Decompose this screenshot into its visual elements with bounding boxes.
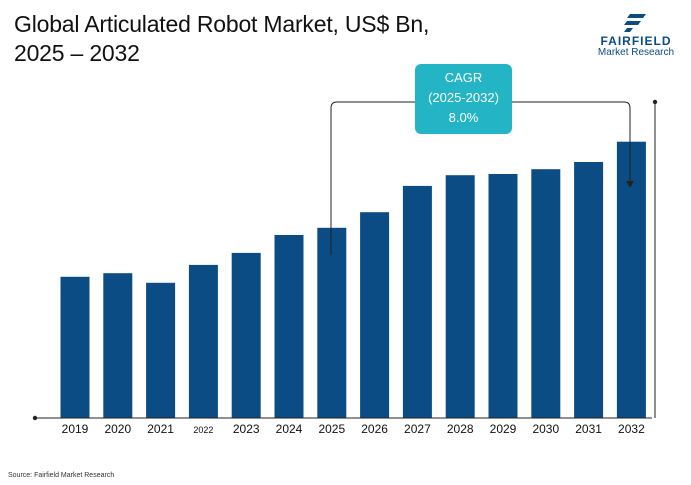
source-note: Source: Fairfield Market Research bbox=[8, 472, 115, 479]
bar-2032 bbox=[616, 141, 646, 418]
x-tick-label-2023: 2023 bbox=[233, 422, 260, 436]
bar-2025 bbox=[317, 227, 347, 418]
bar-2023 bbox=[231, 252, 261, 418]
x-axis-start-dot bbox=[32, 415, 38, 421]
x-tick-labels: 2019 2020 2021 2022 2023 2024 2025 2026 2027 2028… bbox=[62, 422, 645, 436]
cagr-arrow-head bbox=[626, 181, 634, 188]
cagr-bracket bbox=[330, 101, 631, 255]
bar-2022 bbox=[188, 264, 218, 418]
bar-2019 bbox=[60, 276, 90, 418]
cagr-period: (2025-2032) bbox=[428, 90, 499, 105]
x-tick-label-2022: 2022 bbox=[193, 425, 213, 435]
chart-title-line-2: 2025 – 2032 bbox=[14, 40, 140, 66]
x-tick-label-2024: 2024 bbox=[276, 422, 303, 436]
cagr-value: 8.0% bbox=[449, 110, 479, 125]
cagr-box bbox=[415, 64, 512, 134]
fairfield-logo: FAIRFIELD Market Research bbox=[588, 14, 684, 62]
logo-subtitle: Market Research bbox=[597, 47, 675, 58]
x-tick-label-2030: 2030 bbox=[532, 422, 559, 436]
x-tick-label-2032: 2032 bbox=[618, 422, 645, 436]
chart-title: Global Articulated Robot Market, US$ Bn,… bbox=[14, 10, 534, 68]
bar-2024 bbox=[274, 235, 304, 418]
x-tick-label-2021: 2021 bbox=[147, 422, 174, 436]
logo-name: FAIRFIELD bbox=[600, 34, 672, 48]
chart-title-line-1: Global Articulated Robot Market, US$ Bn, bbox=[14, 11, 430, 37]
x-tick-label-2026: 2026 bbox=[361, 422, 388, 436]
bar-2020 bbox=[103, 273, 133, 418]
bar-2030 bbox=[531, 169, 561, 418]
bars-group bbox=[60, 141, 646, 418]
bar-2028 bbox=[445, 175, 475, 418]
x-tick-label-2031: 2031 bbox=[575, 422, 602, 436]
bar-2026 bbox=[360, 212, 390, 418]
x-tick-label-2020: 2020 bbox=[104, 422, 131, 436]
x-tick-label-2027: 2027 bbox=[404, 422, 431, 436]
bar-2027 bbox=[402, 185, 432, 418]
right-axis-top-dot bbox=[652, 99, 658, 105]
x-tick-label-2025: 2025 bbox=[318, 422, 345, 436]
bar-2021 bbox=[146, 282, 176, 418]
bar-2029 bbox=[488, 174, 518, 418]
cagr-label: CAGR bbox=[445, 70, 483, 85]
fairfield-logo-icon bbox=[624, 14, 646, 32]
x-tick-label-2019: 2019 bbox=[62, 422, 89, 436]
bar-2031 bbox=[574, 162, 604, 418]
x-tick-label-2028: 2028 bbox=[447, 422, 474, 436]
x-tick-label-2029: 2029 bbox=[490, 422, 517, 436]
